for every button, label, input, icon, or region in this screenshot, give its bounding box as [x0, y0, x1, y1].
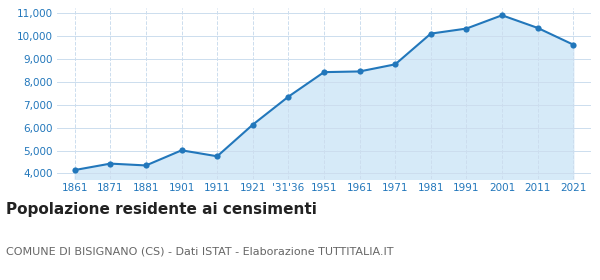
Point: [248, 122, 257, 127]
Point: [319, 70, 329, 74]
Point: [568, 42, 578, 47]
Point: [177, 148, 187, 153]
Point: [426, 31, 436, 36]
Point: [533, 26, 542, 30]
Text: Popolazione residente ai censimenti: Popolazione residente ai censimenti: [6, 202, 317, 217]
Point: [70, 168, 80, 172]
Point: [284, 94, 293, 99]
Point: [497, 13, 507, 18]
Text: COMUNE DI BISIGNANO (CS) - Dati ISTAT - Elaborazione TUTTITALIA.IT: COMUNE DI BISIGNANO (CS) - Dati ISTAT - …: [6, 246, 394, 256]
Point: [212, 154, 222, 158]
Point: [391, 62, 400, 67]
Point: [355, 69, 364, 74]
Point: [106, 161, 115, 166]
Point: [461, 26, 471, 31]
Point: [141, 163, 151, 168]
